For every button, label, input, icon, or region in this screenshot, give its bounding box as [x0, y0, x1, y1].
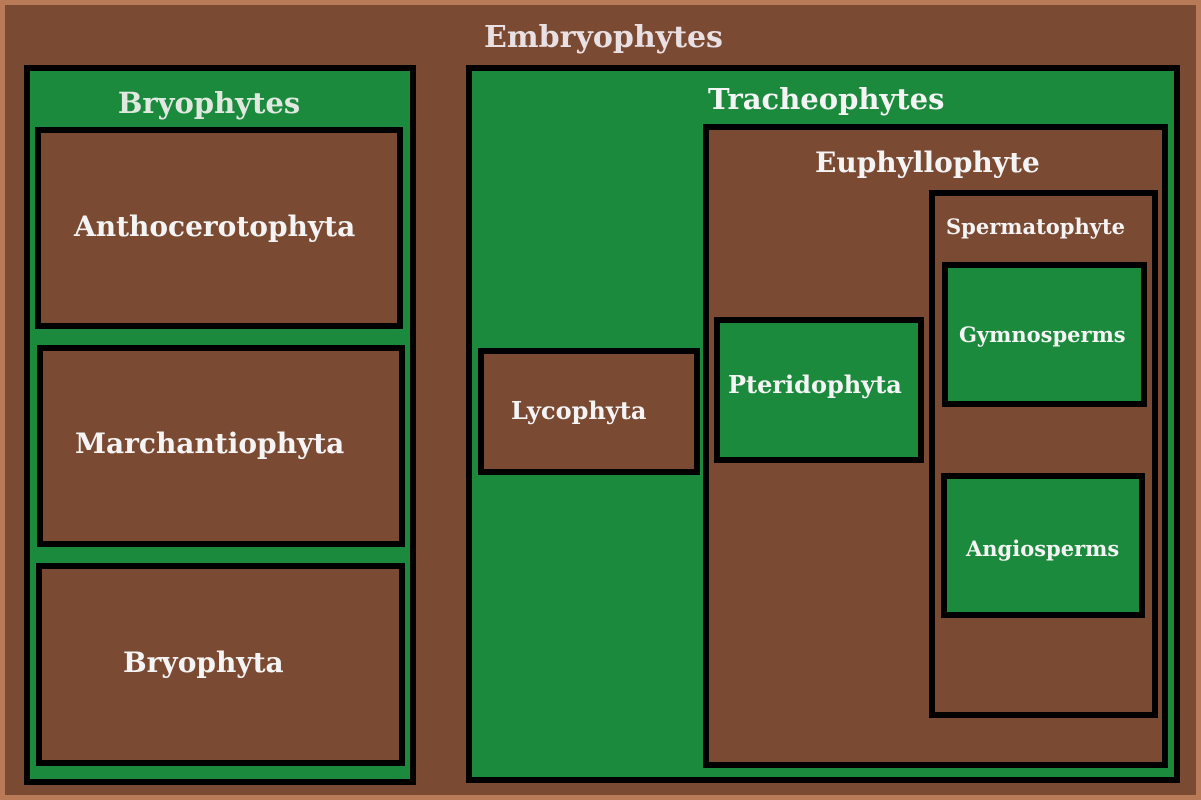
- tracheophytes-label: Tracheophytes: [708, 82, 945, 116]
- lycophyta-label: Lycophyta: [511, 396, 647, 425]
- spermatophyte-label: Spermatophyte: [946, 214, 1126, 239]
- embryophytes-label: Embryophytes: [484, 20, 723, 55]
- gymnosperms-box: [942, 262, 1147, 407]
- lycophyta-box: [478, 348, 700, 475]
- pteridophyta-label: Pteridophyta: [728, 370, 902, 399]
- bryophytes-label: Bryophytes: [117, 86, 301, 120]
- anthocerotophyta-label: Anthocerotophyta: [74, 210, 356, 243]
- gymnosperms-label: Gymnosperms: [959, 322, 1126, 347]
- angiosperms-box: [941, 473, 1145, 618]
- marchantiophyta-label: Marchantiophyta: [75, 427, 345, 460]
- anthocerotophyta-box: [35, 127, 403, 329]
- angiosperms-label: Angiosperms: [966, 536, 1120, 561]
- euphyllophyte-label: Euphyllophyte: [815, 146, 1040, 179]
- pteridophyta-box: [714, 317, 924, 463]
- bryophyta-box: [36, 563, 405, 766]
- marchantiophyta-box: [37, 345, 405, 547]
- bryophyta-label: Bryophyta: [123, 646, 284, 679]
